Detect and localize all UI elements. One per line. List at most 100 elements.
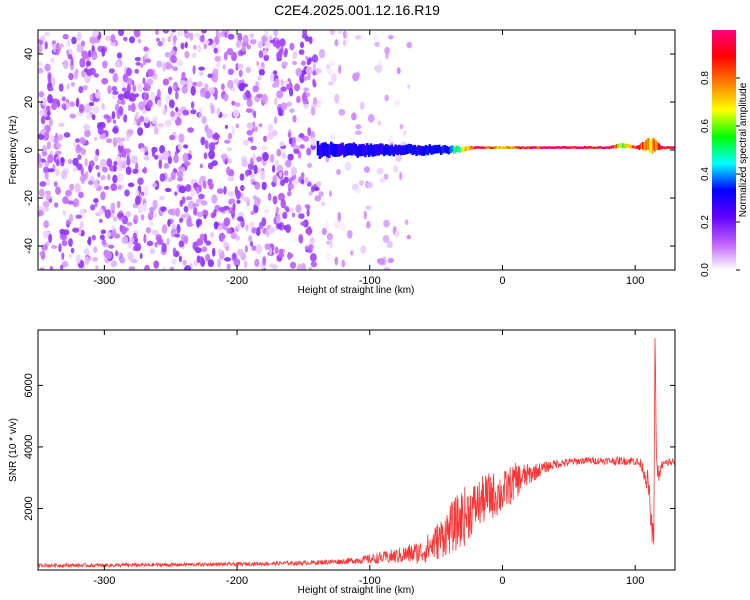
noise-cell — [375, 64, 383, 74]
noise-cell — [62, 196, 69, 205]
noise-cell — [82, 85, 88, 91]
noise-cell — [115, 137, 123, 143]
signal-cell — [322, 142, 325, 157]
noise-cell — [220, 153, 228, 160]
noise-cell — [92, 30, 99, 37]
noise-cell — [206, 128, 214, 139]
noise-cell — [104, 35, 112, 42]
noise-cell — [232, 108, 240, 118]
noise-cell — [227, 79, 234, 89]
noise-cell — [111, 231, 118, 237]
noise-cell — [98, 218, 103, 223]
noise-cell — [55, 150, 62, 155]
noise-cell — [226, 263, 231, 270]
noise-cell — [133, 30, 141, 38]
noise-cell — [63, 132, 71, 138]
noise-cell — [289, 42, 295, 51]
signal-cell — [665, 146, 667, 150]
noise-cell — [121, 236, 129, 245]
noise-cell — [39, 267, 45, 270]
noise-cell — [387, 135, 394, 144]
noise-cell — [201, 116, 207, 124]
noise-cell — [107, 85, 112, 95]
noise-cell — [110, 183, 118, 192]
noise-cell — [75, 214, 83, 219]
noise-cell — [117, 165, 123, 172]
signal-cell — [422, 146, 426, 156]
noise-cell — [257, 40, 264, 49]
signal-cell — [670, 146, 672, 149]
signal-cell — [343, 145, 346, 158]
signal-cell — [384, 144, 388, 155]
noise-cell — [262, 256, 267, 266]
noise-cell — [192, 52, 197, 58]
noise-cell — [286, 101, 293, 107]
signal-cell — [523, 146, 526, 150]
noise-cell — [214, 35, 220, 45]
noise-cell — [183, 30, 188, 34]
noise-cell — [186, 78, 193, 88]
signal-cell — [506, 146, 509, 149]
signal-cell — [536, 146, 540, 149]
noise-cell — [122, 148, 127, 159]
noise-cell — [50, 134, 54, 144]
spectrogram-x-axis-title: Height of straight line (km) — [298, 285, 415, 296]
colorbar-tick-label: 0.6 — [700, 119, 711, 133]
noise-cell — [336, 169, 341, 175]
noise-cell — [316, 99, 322, 108]
noise-cell — [106, 138, 113, 144]
noise-cell — [203, 43, 207, 50]
noise-cell — [196, 187, 200, 195]
noise-cell — [176, 59, 184, 67]
noise-cell — [146, 99, 153, 108]
noise-cell — [276, 223, 282, 230]
noise-cell — [112, 174, 118, 184]
noise-cell — [38, 91, 44, 98]
noise-cell — [143, 166, 147, 174]
noise-cell — [394, 99, 401, 107]
noise-cell — [60, 157, 65, 163]
signal-cell — [570, 146, 574, 149]
signal-cell — [603, 146, 606, 150]
noise-cell — [55, 186, 61, 195]
noise-cell — [152, 182, 158, 188]
noise-cell — [255, 244, 263, 255]
noise-cell — [407, 84, 411, 90]
noise-cell — [241, 45, 246, 53]
noise-cell — [93, 73, 99, 78]
noise-cell — [352, 72, 359, 82]
signal-cell — [633, 145, 635, 149]
noise-cell — [190, 186, 196, 197]
noise-cell — [144, 264, 150, 270]
noise-cell — [122, 73, 129, 83]
noise-cell — [162, 78, 170, 86]
noise-cell — [273, 30, 278, 37]
noise-cell — [215, 61, 221, 68]
signal-cell — [388, 145, 392, 156]
noise-cell — [167, 155, 172, 165]
noise-cell — [130, 155, 138, 165]
noise-cell — [223, 93, 229, 102]
noise-cell — [38, 109, 45, 117]
noise-cell — [67, 200, 74, 205]
noise-cell — [309, 236, 315, 245]
noise-cell — [112, 119, 117, 124]
noise-cell — [77, 154, 82, 160]
noise-cell — [203, 214, 207, 220]
noise-cell — [59, 228, 66, 235]
noise-cell — [235, 190, 241, 200]
noise-cell — [75, 254, 81, 264]
noise-cell — [216, 107, 221, 116]
noise-cell — [241, 159, 248, 168]
noise-cell — [280, 198, 286, 209]
noise-cell — [210, 231, 214, 238]
noise-cell — [283, 224, 287, 231]
noise-cell — [275, 214, 281, 224]
snr-x-tick-label: -100 — [359, 575, 381, 587]
noise-cell — [38, 209, 44, 217]
noise-cell — [296, 95, 301, 104]
noise-cell — [48, 118, 53, 127]
noise-cell — [93, 198, 99, 204]
noise-cell — [201, 209, 209, 218]
